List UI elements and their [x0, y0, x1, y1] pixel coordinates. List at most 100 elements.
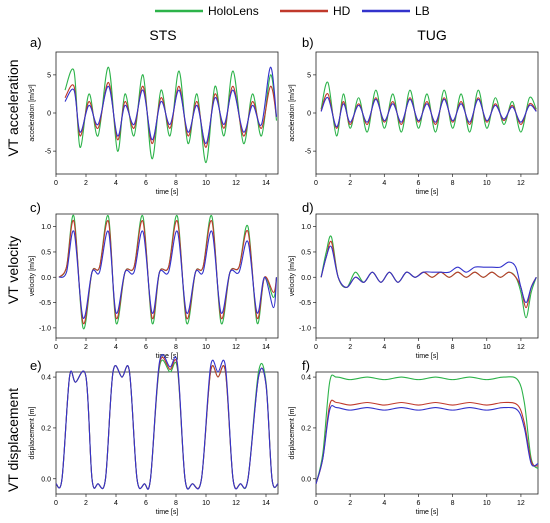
series-line-lb: [320, 245, 537, 304]
series-line-lb: [320, 96, 537, 128]
panel-label-a: a): [30, 35, 42, 50]
x-tick-label: 4: [114, 500, 118, 507]
x-tick-label: 4: [114, 344, 118, 351]
y-tick-label: 1.0: [301, 224, 311, 231]
x-tick-label: 10: [483, 344, 491, 351]
x-tick-label: 4: [382, 180, 386, 187]
y-tick-label: 1.0: [41, 224, 51, 231]
x-axis-label: time [s]: [156, 189, 179, 196]
y-axis-label: velocity [m/s]: [289, 256, 296, 297]
row-title-acceleration: VT acceleration: [5, 59, 21, 156]
y-tick-label: 0.0: [41, 275, 51, 282]
x-tick-label: 6: [417, 500, 421, 507]
panel-label-f: f): [302, 358, 310, 373]
x-axis-label: time [s]: [416, 509, 439, 516]
x-tick-label: 4: [382, 500, 386, 507]
row-title-displacement: VT displacement: [5, 388, 21, 492]
x-tick-label: 2: [84, 180, 88, 187]
series-line-hololens: [320, 81, 537, 137]
legend-label-lb: LB: [415, 4, 430, 18]
x-tick-label: 8: [451, 180, 455, 187]
y-tick-label: 0.2: [301, 425, 311, 432]
x-tick-label: 4: [382, 344, 386, 351]
y-tick-label: 5: [307, 72, 311, 79]
x-tick-label: 8: [174, 500, 178, 507]
x-tick-label: 2: [348, 500, 352, 507]
x-tick-label: 14: [262, 180, 270, 187]
x-tick-label: 12: [517, 180, 525, 187]
legend-label-hololens: HoloLens: [208, 4, 259, 18]
y-axis-label: velocity [m/s]: [29, 256, 36, 297]
y-tick-label: 0: [307, 111, 311, 118]
plot-frame: [55, 213, 279, 339]
x-tick-label: 0: [314, 500, 318, 507]
plot-b-tug-acceleration: 0 2 4 6 8 10 12 -5 0 5 time [s] acceleration [m/s²]: [289, 51, 539, 196]
y-axis-label: displacement [m]: [29, 406, 36, 459]
x-tick-label: 6: [417, 344, 421, 351]
x-tick-label: 2: [84, 500, 88, 507]
x-tick-label: 14: [262, 344, 270, 351]
plot-d-tug-velocity: 0 2 4 6 8 10 12 -1.0 -0.5 0.0 0.5 1.0 time [s] veloci…: [289, 213, 539, 360]
y-tick-label: 0: [47, 111, 51, 118]
x-tick-label: 4: [114, 180, 118, 187]
x-tick-label: 12: [232, 180, 240, 187]
row-title-velocity: VT velocity: [5, 236, 21, 304]
y-tick-label: 0.5: [301, 249, 311, 256]
column-title-sts: STS: [149, 27, 176, 43]
x-tick-label: 8: [451, 344, 455, 351]
plot-frame: [315, 51, 539, 175]
x-axis-label: time [s]: [156, 509, 179, 516]
panel-label-e: e): [30, 358, 42, 373]
x-tick-label: 8: [451, 500, 455, 507]
x-tick-label: 12: [232, 344, 240, 351]
y-tick-label: 0.4: [301, 375, 311, 382]
x-tick-label: 6: [144, 344, 148, 351]
x-tick-label: 0: [54, 180, 58, 187]
plot-frame: [55, 51, 279, 175]
x-tick-label: 0: [54, 500, 58, 507]
y-tick-label: -0.5: [39, 300, 51, 307]
y-tick-label: 0.0: [301, 476, 311, 483]
x-tick-label: 10: [202, 500, 210, 507]
x-tick-label: 0: [54, 344, 58, 351]
series-line-hololens: [315, 374, 539, 484]
y-tick-label: 0.0: [41, 476, 51, 483]
x-tick-label: 14: [262, 500, 270, 507]
legend: HoloLens HD LB: [155, 4, 430, 18]
x-tick-label: 2: [84, 344, 88, 351]
series-line-hd: [315, 399, 539, 484]
x-tick-label: 2: [348, 180, 352, 187]
panel-label-c: c): [30, 200, 41, 215]
x-axis-label: time [s]: [416, 353, 439, 360]
series-line-hd: [64, 81, 278, 148]
y-tick-label: -5: [45, 149, 51, 156]
y-tick-label: 0.2: [41, 425, 51, 432]
x-tick-label: 6: [144, 180, 148, 187]
x-tick-label: 12: [232, 500, 240, 507]
x-axis-label: time [s]: [416, 189, 439, 196]
x-tick-label: 2: [348, 344, 352, 351]
x-tick-label: 0: [314, 344, 318, 351]
x-tick-label: 10: [483, 180, 491, 187]
y-tick-label: -0.5: [299, 300, 311, 307]
series-line-lb: [315, 405, 539, 484]
x-axis-label: time [s]: [156, 353, 179, 360]
y-axis-label: displacement [m]: [289, 406, 296, 459]
x-tick-label: 10: [202, 344, 210, 351]
x-tick-label: 0: [314, 180, 318, 187]
y-tick-label: -5: [305, 149, 311, 156]
plot-c-sts-velocity: 0 2 4 6 8 10 12 14 -1.0 -0.5 0.0 0.5 1.0 time [s] velo…: [29, 213, 279, 360]
y-tick-label: -1.0: [39, 325, 51, 332]
y-tick-label: 0.5: [41, 249, 51, 256]
plot-frame: [315, 371, 539, 495]
plot-frame: [315, 213, 539, 339]
plot-a-sts-acceleration: 0 2 4 6 8 10 12 14 -5 0 5 time [s] acceleration [m/s…: [29, 51, 279, 196]
plot-frame: [55, 371, 279, 495]
y-tick-label: 0.4: [41, 375, 51, 382]
series-line-hololens: [320, 235, 537, 319]
legend-label-hd: HD: [333, 4, 351, 18]
plot-e-sts-displacement: 0 2 4 6 8 10 12 14 0.0 0.2 0.4 time [s] displacement…: [29, 354, 279, 516]
column-title-tug: TUG: [417, 27, 447, 43]
x-tick-label: 12: [517, 344, 525, 351]
